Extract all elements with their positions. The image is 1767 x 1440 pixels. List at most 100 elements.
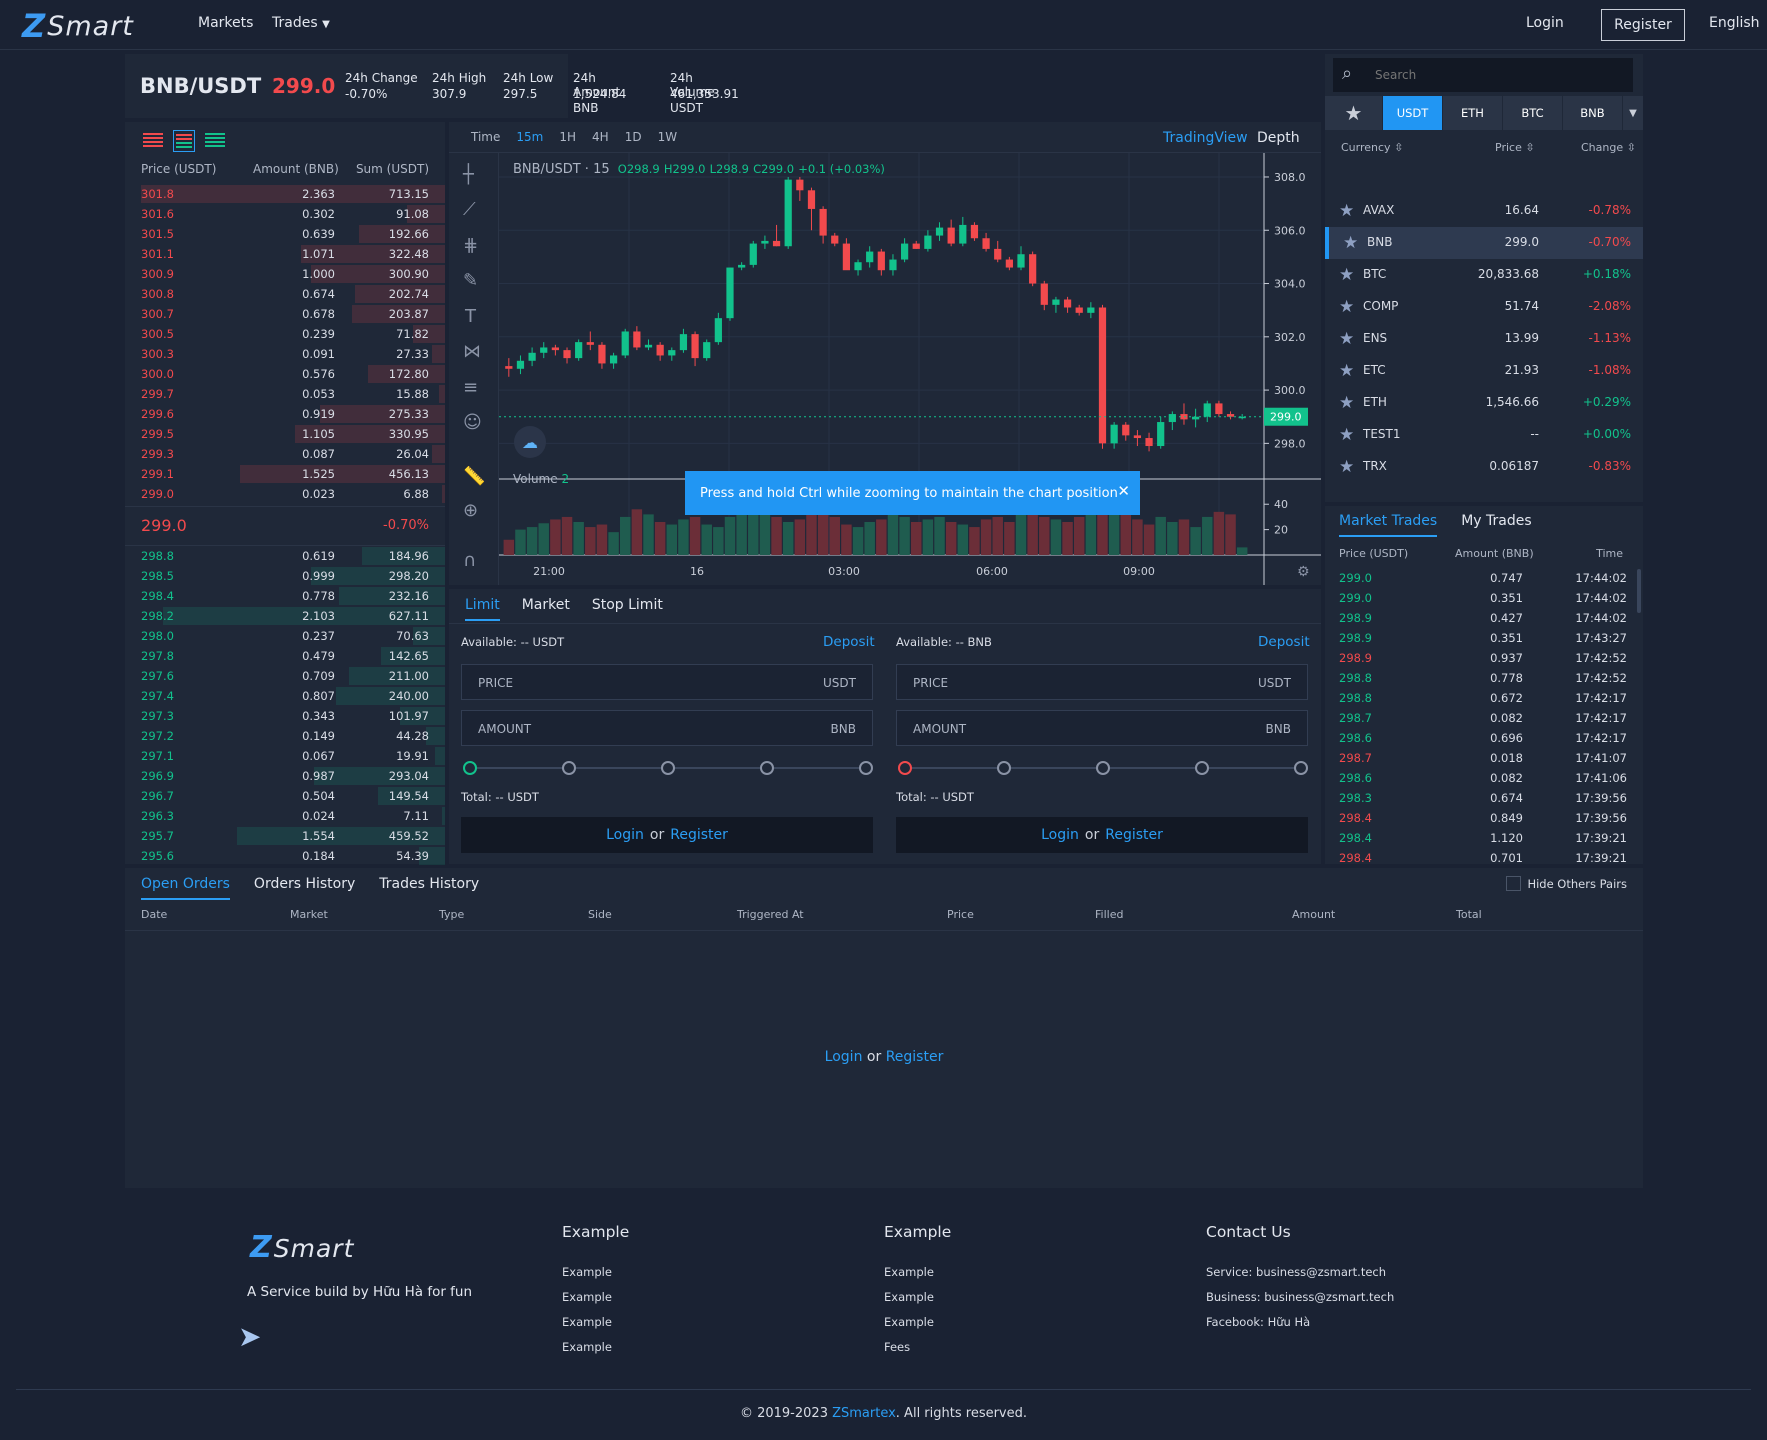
- slider-step[interactable]: [562, 761, 576, 775]
- buy-amount-field[interactable]: AMOUNT BNB: [461, 710, 873, 746]
- chart-canvas[interactable]: 308.0 306.0 304.0 302.0 300.0 298.0 299.0 40 20 2…: [499, 153, 1321, 585]
- orders-tab-open-orders[interactable]: Open Orders: [141, 876, 230, 900]
- language-select[interactable]: English: [1709, 15, 1760, 31]
- mkt-header-change[interactable]: Change ⇳: [1581, 141, 1636, 154]
- orders-tab-orders-history[interactable]: Orders History: [253, 876, 356, 892]
- mkt-header-price[interactable]: Price ⇳: [1495, 141, 1535, 154]
- orderbook-row[interactable]: 297.1 0.067 19.91: [125, 746, 445, 766]
- favorite-star-icon[interactable]: ★: [1339, 361, 1355, 381]
- favorite-star-icon[interactable]: ★: [1339, 297, 1355, 317]
- interval-15m[interactable]: 15m: [516, 130, 544, 144]
- sell-amount-field[interactable]: AMOUNT BNB: [896, 710, 1308, 746]
- orderbook-row[interactable]: 299.3 0.087 26.04: [125, 444, 445, 464]
- chevron-down-icon[interactable]: ▼: [1623, 96, 1643, 130]
- pattern-tool-icon[interactable]: ⋈: [463, 341, 481, 362]
- trades-tab-market-trades[interactable]: Market Trades: [1339, 513, 1438, 537]
- mkt-header-currency[interactable]: Currency ⇳: [1341, 141, 1403, 154]
- emoji-tool-icon[interactable]: ☺: [463, 412, 482, 433]
- order-tab-stop-limit[interactable]: Stop Limit: [591, 597, 663, 613]
- orderbook-row[interactable]: 299.5 1.105 330.95: [125, 424, 445, 444]
- buy-login-link[interactable]: Login: [606, 827, 644, 843]
- interval-time[interactable]: Time: [471, 130, 501, 144]
- orderbook-row[interactable]: 300.5 0.239 71.82: [125, 324, 445, 344]
- buy-price-field[interactable]: PRICE USDT: [461, 664, 873, 700]
- market-row[interactable]: ★ ETC 21.93 -1.08%: [1325, 355, 1643, 387]
- footer-link[interactable]: Example: [884, 1315, 934, 1329]
- orderbook-row[interactable]: 298.2 2.103 627.11: [125, 606, 445, 626]
- zoom-in-icon[interactable]: ⊕: [463, 500, 479, 521]
- footer-link[interactable]: Facebook: Hữu Hà: [1206, 1315, 1311, 1329]
- slider-step[interactable]: [661, 761, 675, 775]
- sell-register-link[interactable]: Register: [1105, 827, 1163, 843]
- register-button[interactable]: Register: [1601, 9, 1685, 41]
- footer-link[interactable]: Example: [562, 1265, 612, 1279]
- orderbook-row[interactable]: 299.1 1.525 456.13: [125, 464, 445, 484]
- interval-1w[interactable]: 1W: [657, 130, 678, 144]
- interval-4h[interactable]: 4H: [592, 130, 609, 144]
- buy-percent-slider[interactable]: [463, 761, 873, 775]
- nav-markets[interactable]: Markets: [198, 15, 254, 31]
- slider-step[interactable]: [1195, 761, 1209, 775]
- view-both-icon[interactable]: [173, 130, 195, 152]
- market-row[interactable]: ★ BNB 299.0 -0.70%: [1325, 227, 1643, 259]
- orderbook-row[interactable]: 299.7 0.053 15.88: [125, 384, 445, 404]
- slider-step[interactable]: [760, 761, 774, 775]
- brush-tool-icon[interactable]: ✎: [463, 270, 479, 291]
- buy-deposit-link[interactable]: Deposit: [823, 634, 875, 650]
- login-link[interactable]: Login: [1526, 15, 1564, 31]
- orderbook-row[interactable]: 295.7 1.554 459.52: [125, 826, 445, 846]
- orderbook-row[interactable]: 300.8 0.674 202.74: [125, 284, 445, 304]
- footer-logo[interactable]: Z Smart: [250, 1232, 354, 1264]
- sell-price-field[interactable]: PRICE USDT: [896, 664, 1308, 700]
- orders-register-link[interactable]: Register: [885, 1049, 944, 1065]
- search-input[interactable]: [1375, 64, 1615, 86]
- sell-login-link[interactable]: Login: [1041, 827, 1079, 843]
- view-depth[interactable]: Depth: [1257, 130, 1300, 146]
- orderbook-row[interactable]: 300.9 1.000 300.90: [125, 264, 445, 284]
- favorite-star-icon[interactable]: ★: [1339, 265, 1355, 285]
- orderbook-row[interactable]: 298.4 0.778 232.16: [125, 586, 445, 606]
- market-row[interactable]: ★ COMP 51.74 -2.08%: [1325, 291, 1643, 323]
- interval-1d[interactable]: 1D: [624, 130, 642, 144]
- view-tradingview[interactable]: TradingView: [1163, 130, 1248, 146]
- orders-login-link[interactable]: Login: [824, 1049, 863, 1065]
- orderbook-row[interactable]: 297.2 0.149 44.28: [125, 726, 445, 746]
- crosshair-tool-icon[interactable]: ┼: [463, 164, 474, 185]
- orderbook-row[interactable]: 301.6 0.302 91.08: [125, 204, 445, 224]
- footer-link[interactable]: Example: [562, 1290, 612, 1304]
- hide-others-checkbox[interactable]: [1506, 876, 1522, 891]
- footer-link[interactable]: Fees: [884, 1340, 911, 1354]
- orderbook-row[interactable]: 300.0 0.576 172.80: [125, 364, 445, 384]
- quote-tab-usdt[interactable]: USDT: [1383, 96, 1443, 130]
- favorite-star-icon[interactable]: ★: [1339, 457, 1355, 477]
- footer-link[interactable]: Example: [884, 1290, 934, 1304]
- sell-percent-slider[interactable]: [898, 761, 1308, 775]
- orderbook-row[interactable]: 301.5 0.639 192.66: [125, 224, 445, 244]
- tradingview-logo-icon[interactable]: ☁: [514, 426, 546, 458]
- slider-step[interactable]: [859, 761, 873, 775]
- orderbook-row[interactable]: 299.6 0.919 275.33: [125, 404, 445, 424]
- order-tab-limit[interactable]: Limit: [465, 597, 500, 621]
- orderbook-row[interactable]: 298.0 0.237 70.63: [125, 626, 445, 646]
- hide-others-toggle[interactable]: Hide Others Pairs: [1506, 876, 1627, 891]
- orderbook-row[interactable]: 301.8 2.363 713.15: [125, 184, 445, 204]
- chart-settings-icon[interactable]: ⚙: [1297, 564, 1310, 580]
- scrollbar[interactable]: [1637, 569, 1641, 613]
- slider-step[interactable]: [1096, 761, 1110, 775]
- slider-step[interactable]: [997, 761, 1011, 775]
- favorites-star-icon[interactable]: ★: [1325, 96, 1383, 130]
- interval-1h[interactable]: 1H: [559, 130, 577, 144]
- nav-trades[interactable]: Trades ▼: [272, 15, 330, 31]
- orderbook-row[interactable]: 300.3 0.091 27.33: [125, 344, 445, 364]
- view-asks-icon[interactable]: [143, 130, 163, 150]
- buy-login-button[interactable]: Login or Register: [461, 817, 873, 853]
- quote-tab-bnb[interactable]: BNB: [1563, 96, 1623, 130]
- footer-link[interactable]: Business: business@zsmart.tech: [1206, 1290, 1395, 1304]
- market-row[interactable]: ★ TRX 0.06187 -0.83%: [1325, 451, 1643, 483]
- fib-tool-icon[interactable]: ⋕: [463, 235, 479, 256]
- market-row[interactable]: ★ TEST1 -- +0.00%: [1325, 419, 1643, 451]
- orderbook-row[interactable]: 301.1 1.071 322.48: [125, 244, 445, 264]
- magnet-icon[interactable]: ∩: [463, 550, 477, 571]
- brand-logo[interactable]: Z Smart: [22, 10, 134, 42]
- orderbook-row[interactable]: 300.7 0.678 203.87: [125, 304, 445, 324]
